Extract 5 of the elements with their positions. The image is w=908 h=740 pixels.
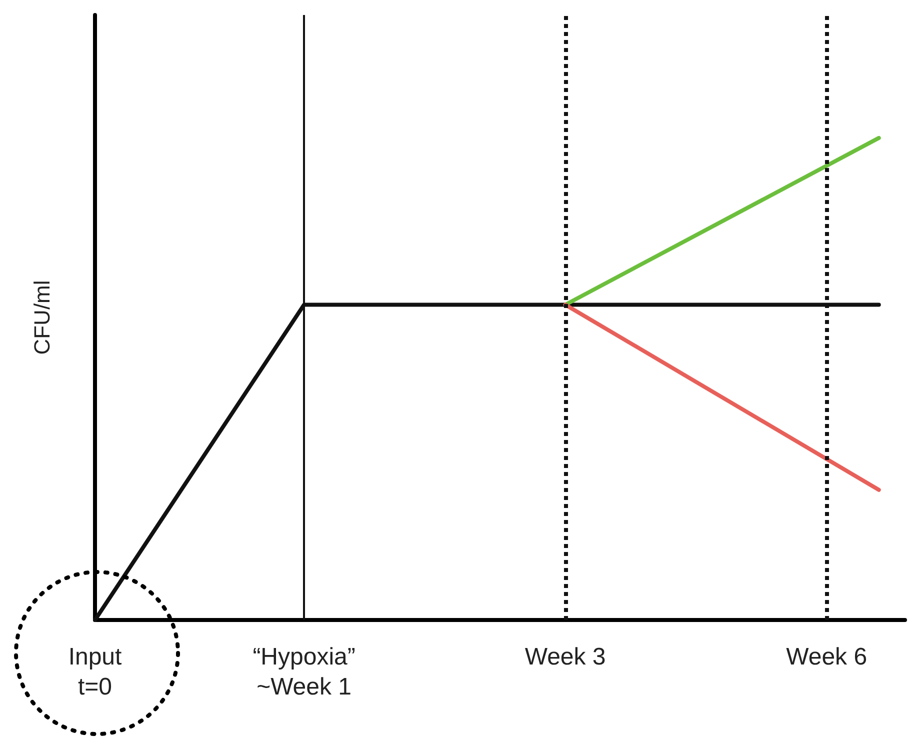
x-tick-label: “Hypoxia” ~Week 1 <box>252 644 356 700</box>
x-tick-label: Week 6 <box>786 644 868 670</box>
x-tick-label: Week 3 <box>524 644 606 670</box>
y-axis-title: CFU/ml <box>30 280 54 355</box>
x-tick-label: Input t=0 <box>68 644 122 700</box>
